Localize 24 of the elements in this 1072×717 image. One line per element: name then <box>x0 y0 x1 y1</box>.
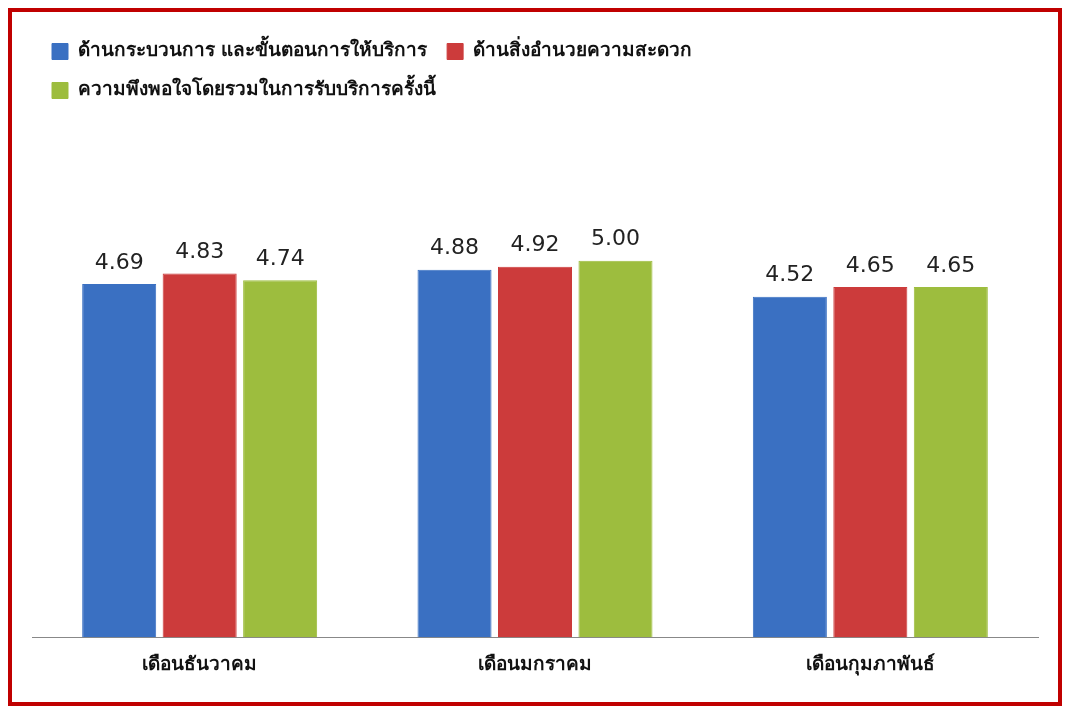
bar <box>497 266 573 638</box>
bar <box>752 296 827 638</box>
bar <box>417 269 492 638</box>
bar <box>833 286 908 638</box>
data-label: 4.65 <box>845 251 895 277</box>
x-tick-label: เดือนกุมภาพันธ์ <box>805 651 935 676</box>
data-label: 4.83 <box>175 238 225 264</box>
data-label: 5.00 <box>590 225 640 251</box>
bar <box>243 280 318 638</box>
x-tick-label: เดือนธันวาคม <box>142 651 258 674</box>
data-label: 4.69 <box>94 248 144 274</box>
data-label: 4.74 <box>255 244 305 270</box>
legend-label: ความพึงพอใจโดยรวมในการรับบริการครั้งนี้ <box>77 74 437 100</box>
data-label: 4.65 <box>926 251 976 277</box>
data-label: 4.52 <box>765 261 815 287</box>
x-tick-label: เดือนมกราคม <box>478 651 592 674</box>
data-label: 4.88 <box>430 234 480 260</box>
bar <box>162 273 237 638</box>
bar <box>82 283 157 638</box>
bar <box>913 286 988 638</box>
legend-label: ด้านกระบวนการ และขั้นตอนการให้บริการ <box>77 35 429 61</box>
legend-label: ด้านสิ่งอำนวยความสะดวก <box>472 36 692 61</box>
data-label: 4.92 <box>510 231 560 257</box>
bar <box>578 260 653 638</box>
